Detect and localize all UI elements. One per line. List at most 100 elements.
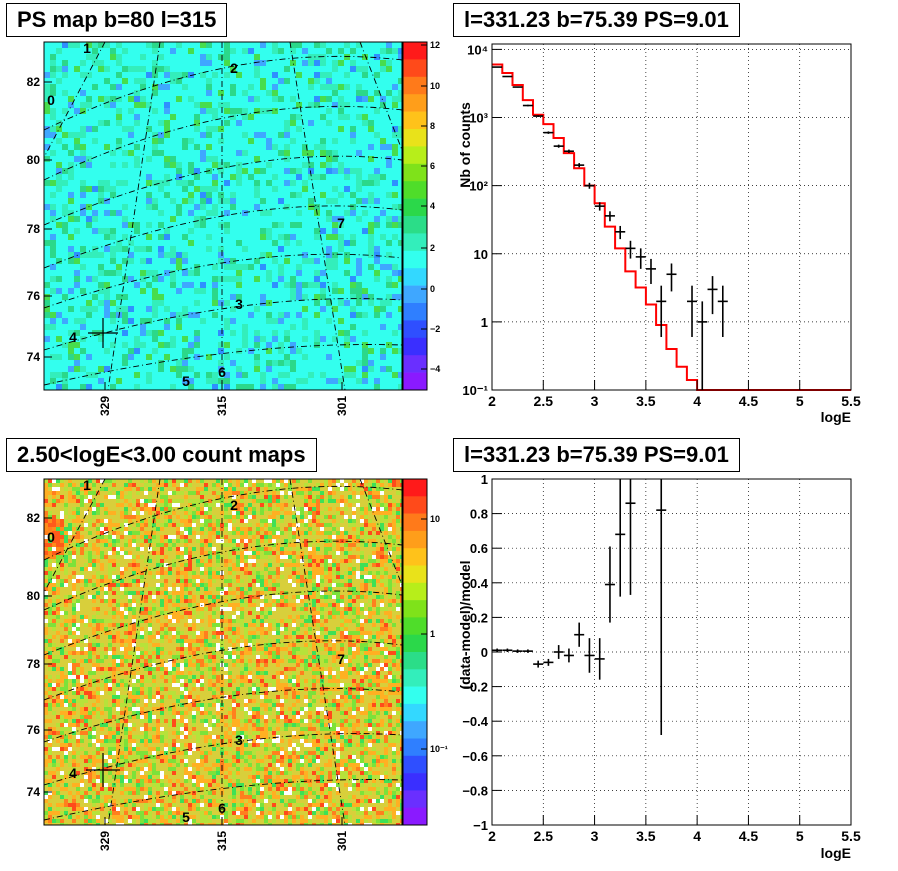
ps-map-cell [284, 348, 291, 355]
ps-map-cell [92, 300, 99, 307]
count-map-cell [216, 531, 221, 536]
count-map-cell [220, 523, 225, 528]
count-map-cell [88, 483, 93, 488]
count-map-cell [236, 491, 241, 496]
count-map-cell [336, 535, 341, 540]
ps-map-cell [86, 294, 93, 301]
ps-map-cell [200, 336, 207, 343]
ps-map-cell [362, 228, 369, 235]
count-map-cell [144, 515, 149, 520]
ps-map-cell [116, 336, 123, 343]
ps-map-cell [92, 384, 99, 390]
count-map-cell [340, 523, 345, 528]
ps-map-cell [164, 144, 171, 151]
count-map-cell [64, 483, 69, 488]
count-map-cell [236, 539, 241, 544]
count-map-cell [252, 487, 257, 492]
ps-map-cell [170, 240, 177, 247]
count-map-cell [344, 487, 349, 492]
count-map-cell [280, 479, 285, 484]
ps-map-cell [206, 264, 213, 271]
ps-map-cell [248, 378, 255, 385]
ps-map-cell [50, 204, 57, 211]
count-map-cell [380, 491, 385, 496]
count-map-cell [128, 511, 133, 516]
ps-map-cell [272, 330, 279, 337]
ps-map-cell [140, 84, 147, 91]
count-map-cell [260, 531, 265, 536]
ps-map-cell [188, 126, 195, 133]
count-map-cell [296, 491, 301, 496]
ps-map-cell [62, 264, 69, 271]
ps-map-cell [152, 84, 159, 91]
ps-map-cell [50, 252, 57, 259]
ps-map-cell [356, 234, 363, 241]
ps-map-cell [320, 252, 327, 259]
count-map-cell [360, 535, 365, 540]
count-map-cell [280, 535, 285, 540]
ps-map-cell [278, 360, 285, 367]
ps-map-cell [254, 102, 261, 109]
count-map-cell [132, 483, 137, 488]
ps-map-cell [314, 120, 321, 127]
ps-map-cell [86, 144, 93, 151]
ps-map-cell [230, 138, 237, 145]
ps-map-cell [170, 216, 177, 223]
ps-map-cell [398, 288, 402, 295]
ps-map-cell [128, 294, 135, 301]
ps-map-cell [314, 72, 321, 79]
count-map-cell [116, 523, 121, 528]
count-map-cell [132, 491, 137, 496]
count-map-cell [360, 539, 365, 544]
ps-map-cell [260, 102, 267, 109]
ps-map-cell [188, 48, 195, 55]
ps-map-cell [272, 270, 279, 277]
ps-map-cell [278, 108, 285, 115]
ps-map-cell [146, 318, 153, 325]
count-map-cell [56, 543, 61, 548]
ps-map-cell [206, 90, 213, 97]
ps-map-cell [164, 90, 171, 97]
count-map-cell [216, 523, 221, 528]
count-map-cell [48, 499, 53, 504]
count-map-cell [172, 507, 177, 512]
ps-map-cell [296, 114, 303, 121]
ps-map-cell [170, 180, 177, 187]
ps-map-cell [176, 60, 183, 67]
ps-map-cell [332, 192, 339, 199]
count-map-cell [68, 499, 73, 504]
count-map-cell [180, 511, 185, 516]
ps-map-cell [62, 300, 69, 307]
count-map-cell [104, 479, 109, 484]
count-map-cell [212, 527, 217, 532]
ps-map-cell [380, 210, 387, 217]
ps-map-cell [386, 102, 393, 109]
ps-map-cell [86, 378, 93, 385]
ps-map-cell [68, 66, 75, 73]
ps-map-cell [338, 114, 345, 121]
ps-map-cell [44, 222, 51, 229]
count-map-cell [332, 527, 337, 532]
ps-map-cell [140, 180, 147, 187]
count-map-cell [100, 519, 105, 524]
ps-map-cell [278, 204, 285, 211]
ps-map-cell [86, 324, 93, 331]
count-map-cell [288, 511, 293, 516]
count-map-cell [92, 511, 97, 516]
count-map-cell [80, 531, 85, 536]
ps-map-cell [146, 54, 153, 61]
ps-map-cell [200, 108, 207, 115]
count-map-cell [232, 519, 237, 524]
ps-map-cell [134, 222, 141, 229]
ps-map-cell [110, 354, 117, 361]
count-map-cell [396, 491, 401, 496]
count-map-cell [384, 483, 389, 488]
count-map-cell [172, 531, 177, 536]
ps-map-cell [308, 138, 315, 145]
ps-map-cell [302, 192, 309, 199]
ps-map-cell [248, 156, 255, 163]
count-map-cell [72, 507, 77, 512]
count-map-cell [300, 487, 305, 492]
ps-map-cell [296, 348, 303, 355]
ps-map-cell [344, 210, 351, 217]
